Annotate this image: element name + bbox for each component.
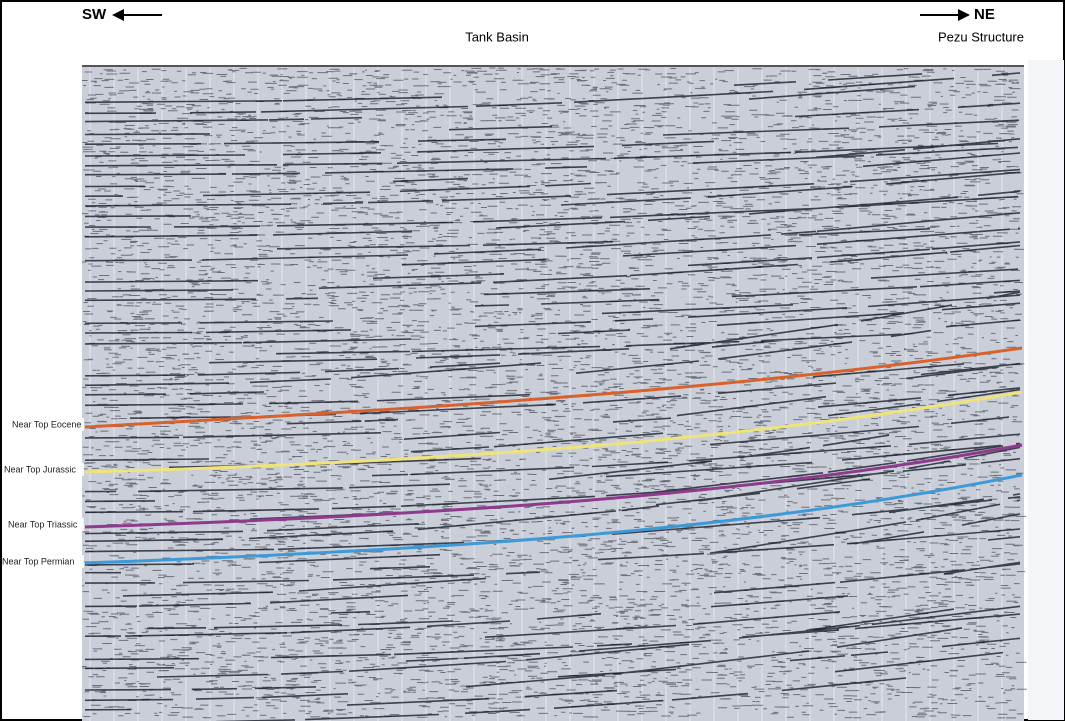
reflectors — [84, 72, 1021, 721]
horizon-label: Near Top Triassic — [8, 519, 78, 529]
arrow-left-head — [112, 9, 124, 21]
ne-label: NE — [974, 6, 995, 23]
label-bg — [2, 463, 84, 476]
horizon-triassic — [84, 443, 1023, 529]
right-label: Pezu Structure — [938, 29, 1024, 44]
horizon-label: Near Top Permian — [2, 556, 74, 566]
sw-label: SW — [82, 6, 107, 23]
horizon-jurassic — [84, 390, 1023, 474]
arrow-right-head — [958, 9, 970, 21]
label-bg — [2, 555, 84, 568]
horizon-eocene — [84, 346, 1023, 429]
center-label: Tank Basin — [465, 29, 529, 44]
seismic-texture — [82, 66, 1027, 721]
label-bg — [2, 518, 84, 531]
horizon-permian — [84, 473, 1023, 565]
margin-strip — [1028, 60, 1064, 720]
horizon-label: Near Top Eocene — [12, 419, 81, 429]
label-bg — [2, 418, 84, 431]
horizon-label: Near Top Jurassic — [4, 464, 76, 474]
